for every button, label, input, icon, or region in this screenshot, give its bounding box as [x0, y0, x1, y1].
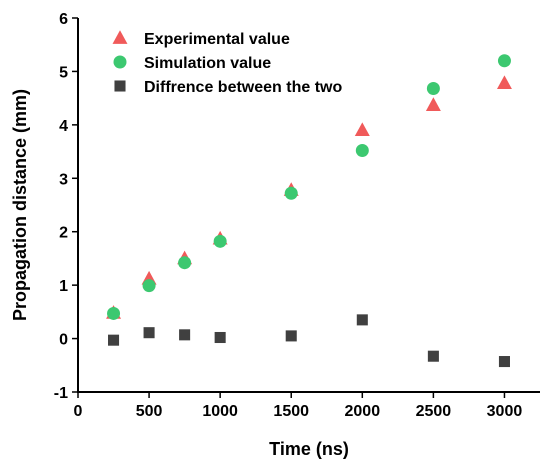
x-axis-title: Time (ns): [269, 439, 349, 459]
x-tick-label: 2000: [345, 403, 381, 420]
data-point: [356, 314, 368, 326]
x-tick-label: 2500: [416, 403, 452, 420]
legend-item: Experimental value: [112, 30, 290, 48]
data-point: [426, 82, 440, 96]
ticks: 0 500 1000 1500 2000 2500 3000 -1 0 1 2 3 4 5 6: [54, 11, 523, 420]
y-tick-label: 6: [59, 11, 68, 28]
legend: Experimental value Simulation value Diffre…: [112, 30, 342, 96]
y-tick-label: -1: [54, 385, 68, 402]
data-point: [107, 306, 121, 320]
legend-marker: [114, 80, 126, 92]
data-point: [142, 279, 156, 293]
legend-item: Simulation value: [113, 55, 271, 72]
data-points: [106, 54, 512, 368]
x-tick-label: 3000: [487, 403, 523, 420]
data-point: [497, 54, 511, 68]
y-tick-label: 5: [59, 64, 68, 81]
legend-label: Diffrence between the two: [144, 79, 342, 96]
series-triangle: [106, 75, 512, 319]
y-tick-label: 0: [59, 332, 68, 349]
data-point: [284, 186, 298, 200]
x-tick-label: 500: [136, 403, 163, 420]
data-point: [354, 122, 370, 137]
y-tick-label: 2: [59, 225, 68, 242]
x-tick-label: 0: [74, 403, 83, 420]
data-point: [179, 329, 191, 341]
data-point: [214, 331, 226, 344]
x-tick-label: 1000: [202, 403, 238, 420]
data-point: [498, 356, 510, 368]
legend-label: Experimental value: [144, 31, 290, 48]
y-tick-label: 4: [59, 118, 68, 135]
legend-label: Simulation value: [144, 55, 271, 72]
data-point: [143, 327, 155, 339]
data-point: [496, 75, 512, 90]
data-point: [427, 350, 439, 362]
x-tick-label: 1500: [273, 403, 309, 420]
data-point: [425, 97, 441, 111]
legend-marker: [113, 55, 127, 69]
data-point: [213, 234, 227, 248]
legend-item: Diffrence between the two: [114, 79, 342, 96]
data-point: [108, 334, 120, 346]
y-tick-label: 1: [59, 278, 68, 295]
data-point: [355, 144, 369, 158]
data-point: [285, 330, 297, 342]
y-tick-label: 3: [59, 171, 68, 188]
y-axis-title: Propagation distance (mm): [10, 89, 30, 321]
legend-marker: [112, 30, 128, 44]
data-point: [178, 256, 192, 270]
series-circle: [107, 54, 511, 320]
series-square: [108, 314, 510, 368]
